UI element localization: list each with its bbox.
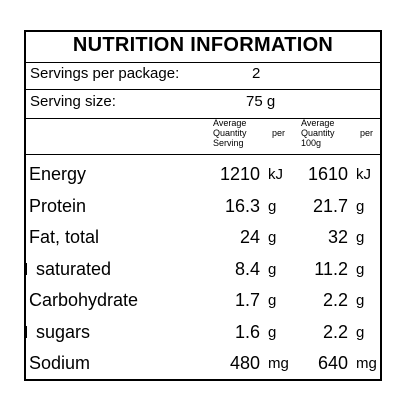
per-100g-unit: g	[356, 292, 365, 309]
per-100g-unit: kJ	[356, 166, 371, 183]
col-header-line: Average	[301, 118, 335, 128]
per-100g-unit: g	[356, 197, 365, 215]
per-serving-unit: kJ	[268, 166, 283, 183]
per-100g-value: 32	[327, 227, 348, 247]
serving-size-value: 75 g	[246, 93, 276, 110]
per-serving-value: 1210	[219, 164, 260, 184]
panel-title: NUTRITION INFORMATION	[72, 34, 334, 56]
per-serving-unit: g	[268, 323, 277, 341]
per-serving-value: 1.7	[234, 290, 260, 310]
per-serving-value: 16.3	[224, 195, 260, 216]
per-serving-unit: g	[268, 197, 277, 215]
per-100g-unit: g	[356, 229, 365, 246]
per-serving-value: 8.4	[234, 258, 260, 279]
nutrient-label: saturated	[36, 258, 112, 279]
col-header-line: Serving	[213, 138, 244, 148]
divider	[26, 154, 380, 155]
col-header-line: Quantity per	[301, 128, 374, 138]
per-100g-value: 640	[317, 353, 348, 373]
per-serving-value: 480	[229, 353, 260, 373]
per-serving-value: 24	[239, 227, 260, 247]
per-100g-value: 21.7	[312, 195, 348, 216]
column-header-per-serving: Average Quantity per Serving	[213, 118, 291, 148]
per-100g-value: 1610	[307, 164, 348, 184]
per-100g-value: 2.2	[322, 321, 348, 342]
nutrient-label: Energy	[29, 164, 87, 184]
nutrient-label: sugars	[36, 321, 91, 342]
col-header-line: Average	[213, 118, 247, 128]
nutrient-label: Sodium	[29, 353, 91, 373]
nutrient-label: Carbohydrate	[29, 290, 139, 310]
per-serving-unit: g	[268, 292, 277, 309]
column-header-per-100g: Average Quantity per 100g	[301, 118, 381, 148]
per-serving-value: 1.6	[234, 321, 260, 342]
per-100g-value: 11.2	[314, 258, 348, 279]
sub-item-marker	[26, 325, 27, 338]
col-header-line: Quantity per	[213, 128, 286, 138]
divider	[26, 89, 380, 90]
per-serving-unit: g	[268, 229, 277, 246]
per-serving-unit: g	[268, 260, 277, 278]
nutrient-label: Fat, total	[29, 227, 100, 247]
nutrition-panel: NUTRITION INFORMATION Servings per packa…	[24, 30, 382, 381]
servings-value: 2	[252, 65, 261, 82]
per-100g-value: 2.2	[322, 290, 348, 310]
divider	[26, 62, 380, 63]
servings-label: Servings per package:	[30, 65, 180, 82]
per-100g-unit: mg	[356, 355, 377, 372]
per-serving-unit: mg	[268, 355, 289, 372]
per-100g-unit: g	[356, 323, 365, 341]
nutrient-label: Protein	[29, 195, 87, 216]
serving-size-label: Serving size:	[30, 93, 116, 110]
sub-item-marker	[26, 262, 27, 275]
per-100g-unit: g	[356, 260, 365, 278]
col-header-line: 100g	[301, 138, 322, 148]
divider	[26, 118, 380, 119]
